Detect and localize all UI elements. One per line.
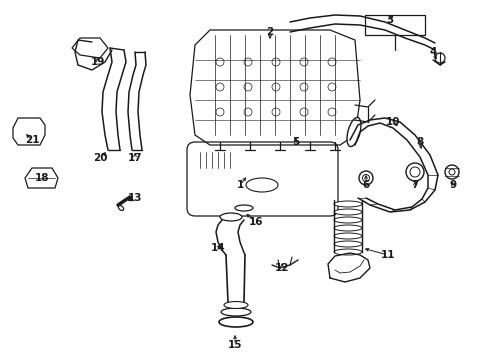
Circle shape: [216, 83, 224, 91]
Circle shape: [299, 108, 307, 116]
Text: 2: 2: [266, 27, 273, 37]
Text: 21: 21: [25, 135, 39, 145]
Ellipse shape: [219, 317, 252, 327]
Text: 13: 13: [127, 193, 142, 203]
Ellipse shape: [333, 233, 361, 239]
Ellipse shape: [235, 205, 252, 211]
Text: 14: 14: [210, 243, 225, 253]
Ellipse shape: [224, 302, 247, 309]
Text: 11: 11: [380, 250, 394, 260]
Ellipse shape: [333, 209, 361, 215]
Text: 16: 16: [248, 217, 263, 227]
Text: 15: 15: [227, 340, 242, 350]
Ellipse shape: [220, 213, 242, 221]
Circle shape: [448, 169, 454, 175]
Text: 4: 4: [428, 47, 436, 57]
Text: 7: 7: [410, 180, 418, 190]
Text: 19: 19: [91, 57, 105, 67]
Circle shape: [409, 167, 419, 177]
Circle shape: [216, 108, 224, 116]
Text: 3: 3: [386, 15, 393, 25]
Ellipse shape: [333, 225, 361, 231]
Text: 9: 9: [448, 180, 456, 190]
Circle shape: [244, 108, 251, 116]
Circle shape: [358, 171, 372, 185]
Circle shape: [271, 108, 280, 116]
Ellipse shape: [333, 249, 361, 255]
Ellipse shape: [245, 178, 278, 192]
Circle shape: [244, 83, 251, 91]
Ellipse shape: [333, 241, 361, 247]
Circle shape: [444, 165, 458, 179]
Ellipse shape: [346, 117, 360, 147]
Circle shape: [216, 58, 224, 66]
Text: 6: 6: [362, 180, 369, 190]
Text: 17: 17: [127, 153, 142, 163]
Circle shape: [299, 58, 307, 66]
Ellipse shape: [221, 308, 250, 316]
FancyBboxPatch shape: [186, 142, 337, 216]
Circle shape: [362, 175, 369, 181]
Ellipse shape: [333, 201, 361, 207]
Circle shape: [299, 83, 307, 91]
Circle shape: [271, 83, 280, 91]
Circle shape: [434, 53, 444, 63]
Text: 20: 20: [93, 153, 107, 163]
Text: 5: 5: [292, 137, 299, 147]
Text: 12: 12: [274, 263, 289, 273]
Circle shape: [327, 58, 335, 66]
Circle shape: [327, 83, 335, 91]
Circle shape: [405, 163, 423, 181]
Text: 10: 10: [385, 117, 400, 127]
Ellipse shape: [118, 206, 123, 211]
Text: 8: 8: [415, 137, 423, 147]
Ellipse shape: [333, 217, 361, 223]
Text: 1: 1: [236, 180, 243, 190]
Circle shape: [244, 58, 251, 66]
Circle shape: [327, 108, 335, 116]
Circle shape: [271, 58, 280, 66]
Text: 18: 18: [35, 173, 49, 183]
